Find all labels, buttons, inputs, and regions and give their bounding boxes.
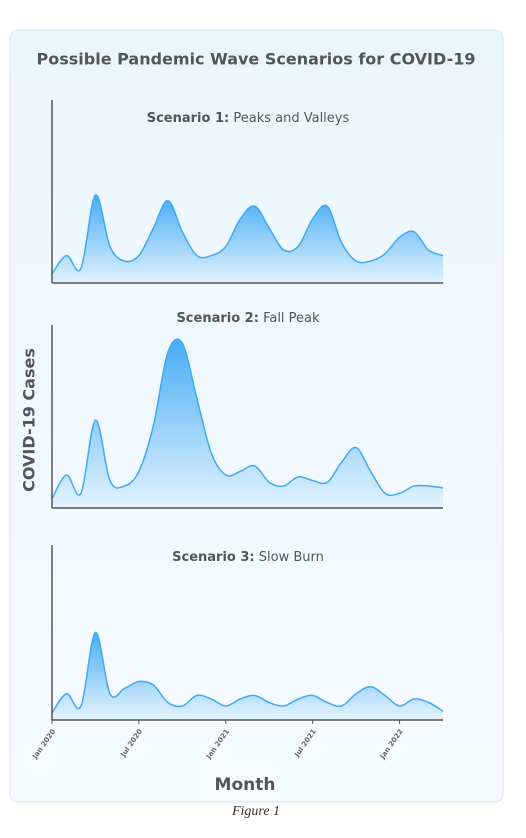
subtitle: Scenario 1: Peaks and Valleys (147, 111, 350, 126)
area (52, 194, 443, 283)
card (9, 29, 504, 803)
caption: Figure 1 (231, 804, 280, 819)
area (52, 339, 443, 508)
line (51, 194, 444, 275)
y-axis-label: COVID-19 Cases (20, 348, 39, 492)
line (51, 338, 444, 500)
scenario-label: Scenario 2: (176, 311, 258, 326)
x-axis-label: Month (215, 775, 276, 795)
subtitle: Scenario 2: Fall Peak (176, 311, 320, 326)
chart-title: Possible Pandemic Wave Scenarios for COV… (37, 50, 476, 69)
scenario-title: Slow Burn (259, 550, 324, 565)
scenario-title: Fall Peak (263, 311, 320, 326)
line (51, 631, 444, 714)
scenario-label: Scenario 1: (147, 111, 229, 126)
scenario-label: Scenario 3: (172, 550, 254, 565)
scenario-title: Peaks and Valleys (233, 111, 349, 126)
area (52, 632, 443, 720)
subtitle: Scenario 3: Slow Burn (172, 550, 324, 565)
